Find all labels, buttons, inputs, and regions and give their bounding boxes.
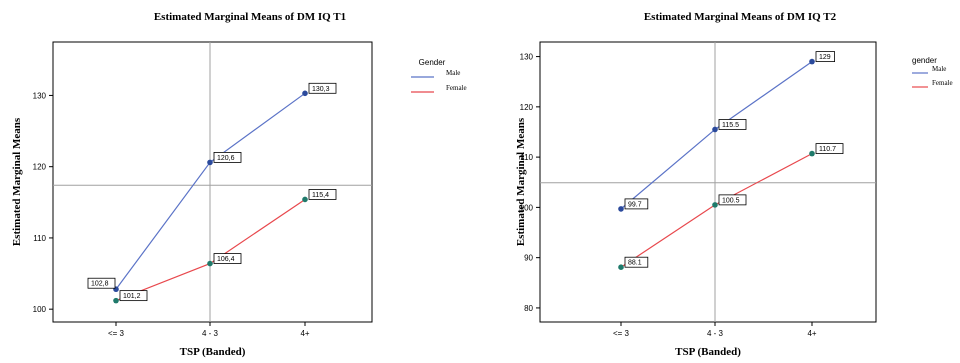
chart-1-x-axis-label: TSP (Banded) — [180, 346, 246, 358]
chart-2-y-tick-label: 90 — [524, 254, 533, 263]
chart-1-data-label: 130,3 — [312, 86, 330, 93]
chart-2-data-label: 99.7 — [628, 201, 642, 208]
chart-1-data-label-box — [213, 253, 242, 264]
chart-1-data-label: 106,4 — [217, 256, 235, 263]
chart-1-y-tick-label: 130 — [33, 91, 47, 100]
chart-2-y-axis-label: Estimated Marginal Means — [515, 117, 527, 246]
chart-2-x-tick-label: <= 3 — [613, 329, 630, 338]
chart-1-data-label-box — [213, 152, 242, 163]
chart-1-data-label-box — [119, 290, 148, 302]
chart-1-x-tick-label: <= 3 — [108, 329, 125, 338]
chart-2-legend-item-male: Male — [932, 65, 946, 73]
chart-1-plot-frame — [52, 41, 373, 323]
chart-2-legend-item-female: Female — [932, 79, 953, 87]
chart-2-data-label-box — [718, 119, 747, 130]
chart-2-data-label-box — [624, 256, 649, 268]
chart-1-data-point — [302, 196, 308, 203]
chart-2-data-point — [618, 206, 624, 212]
chart-1-title: Estimated Marginal Means of DM IQ T1 — [153, 11, 347, 23]
chart-2-data-label-box — [815, 143, 844, 154]
chart-1-legend-title: Gender — [419, 58, 446, 67]
chart-1-data-label: 102,8 — [91, 281, 109, 288]
chart-1-data-point — [207, 159, 213, 166]
chart-1-y-axis-label: Estimated Marginal Means — [11, 117, 23, 246]
chart-2-y-tick-label: 80 — [524, 304, 533, 313]
chart-1-data-point — [207, 260, 213, 267]
chart-2-title: Estimated Marginal Means of DM IQ T2 — [643, 11, 837, 23]
chart-1-data-label: 101,2 — [123, 293, 141, 300]
chart-2-data-point — [809, 58, 815, 65]
chart-2-data-point — [618, 264, 624, 271]
chart-1-data-label-box — [308, 82, 337, 94]
chart-2-y-tick-label: 130 — [520, 53, 534, 62]
chart-1-x-tick-label: 4+ — [300, 329, 309, 338]
chart-2-x-tick-label: 4+ — [807, 329, 816, 338]
chart-2-data-label: 88.1 — [628, 260, 642, 267]
chart-1-data-point — [113, 297, 119, 304]
chart-1-data-label: 115,4 — [312, 192, 329, 199]
chart-1-y-tick-label: 100 — [33, 305, 47, 314]
chart-2-x-tick-label: 4 - 3 — [707, 329, 724, 338]
chart-1-data-label-box — [308, 189, 337, 200]
chart-2-data-point — [712, 202, 718, 208]
chart-2-y-tick-label: 100 — [520, 203, 534, 212]
chart-2-data-point — [809, 150, 815, 157]
chart-2-data-label-box — [718, 194, 747, 206]
chart-2-data-point — [712, 126, 718, 133]
chart-2-data-label: 129 — [819, 54, 831, 61]
chart-2-x-axis-label: TSP (Banded) — [675, 346, 741, 358]
chart-2-data-label: 110.7 — [819, 146, 836, 153]
chart-1-legend-item-female: Female — [446, 84, 467, 92]
chart-1-y-tick-label: 110 — [33, 234, 46, 243]
chart-1-data-label: 120,6 — [217, 155, 235, 162]
chart-2-series-line-female — [620, 153, 813, 268]
chart-1-y-tick-label: 120 — [33, 163, 47, 172]
chart-2-series-line-male — [620, 61, 813, 210]
chart-1-legend-item-male: Male — [446, 69, 460, 77]
chart-1-data-point — [302, 90, 308, 97]
chart-2-data-label-box — [815, 51, 836, 63]
chart-1-data-label-box — [87, 277, 116, 289]
chart-2-plot-frame — [539, 41, 877, 323]
chart-2-y-tick-label: 110 — [520, 153, 533, 162]
chart-2-data-label: 100.5 — [722, 197, 740, 204]
chart-1-x-tick-label: 4 - 3 — [202, 329, 219, 338]
chart-2-data-label: 115.5 — [722, 122, 739, 129]
chart-2-data-label-box — [624, 198, 649, 210]
chart-2-y-tick-label: 120 — [520, 103, 534, 112]
chart-2-legend-title: gender — [912, 56, 937, 65]
